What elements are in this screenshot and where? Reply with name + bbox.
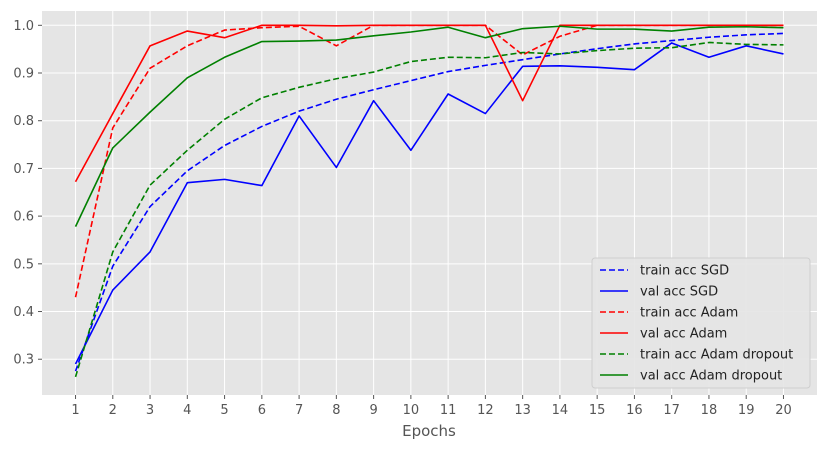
series-lines [74, 24, 784, 378]
x-tick-label: 1 [71, 403, 79, 418]
y-tick-label: 0.6 [13, 210, 34, 225]
y-tick-label: 0.3 [13, 353, 34, 368]
x-axis-title: Epochs [402, 422, 456, 440]
x-tick-label: 3 [146, 403, 154, 418]
legend-label-3: val acc Adam [640, 327, 727, 342]
legend-label-1: val acc SGD [640, 285, 718, 300]
y-axis: 0.3 0.4 0.5 0.6 0.7 0.8 0.9 1.0 [13, 19, 42, 368]
series-line-4 [74, 41, 784, 378]
legend-box [591, 257, 811, 389]
x-tick-label: 14 [552, 403, 569, 418]
y-tick-label: 1.0 [13, 19, 34, 34]
series-line-0 [74, 32, 784, 372]
y-tick-label: 0.5 [13, 257, 34, 272]
x-tick-label: 12 [477, 403, 494, 418]
x-tick-label: 7 [295, 403, 303, 418]
x-tick-label: 5 [220, 403, 228, 418]
x-tick-label: 4 [183, 403, 191, 418]
legend-label-4: train acc Adam dropout [640, 348, 793, 363]
legend: train acc SGD val acc SGD train acc Adam va… [591, 257, 811, 389]
x-tick-label: 15 [589, 403, 606, 418]
y-tick-label: 0.8 [13, 114, 34, 129]
x-tick-label: 6 [258, 403, 266, 418]
series-line-5 [74, 25, 784, 227]
y-tick-label: 0.9 [13, 67, 34, 82]
x-tick-label: 19 [738, 403, 755, 418]
x-tick-label: 16 [626, 403, 643, 418]
legend-label-0: train acc SGD [640, 264, 729, 279]
series-line-3 [74, 24, 784, 183]
x-tick-label: 13 [514, 403, 531, 418]
x-tick-label: 9 [369, 403, 377, 418]
x-tick-label: 8 [332, 403, 340, 418]
y-tick-label: 0.4 [13, 305, 34, 320]
x-tick-label: 11 [440, 403, 457, 418]
legend-label-2: train acc Adam [640, 306, 738, 321]
x-tick-label: 20 [775, 403, 792, 418]
y-tick-label: 0.7 [13, 162, 34, 177]
x-tick-label: 17 [663, 403, 680, 418]
x-tick-label: 10 [403, 403, 420, 418]
legend-label-5: val acc Adam dropout [640, 369, 782, 384]
x-tick-label: 2 [109, 403, 117, 418]
x-axis: 1 2 3 4 5 6 7 8 9 10 11 12 13 14 15 16 17 18 19 20 [71, 395, 792, 418]
x-tick-label: 18 [701, 403, 718, 418]
